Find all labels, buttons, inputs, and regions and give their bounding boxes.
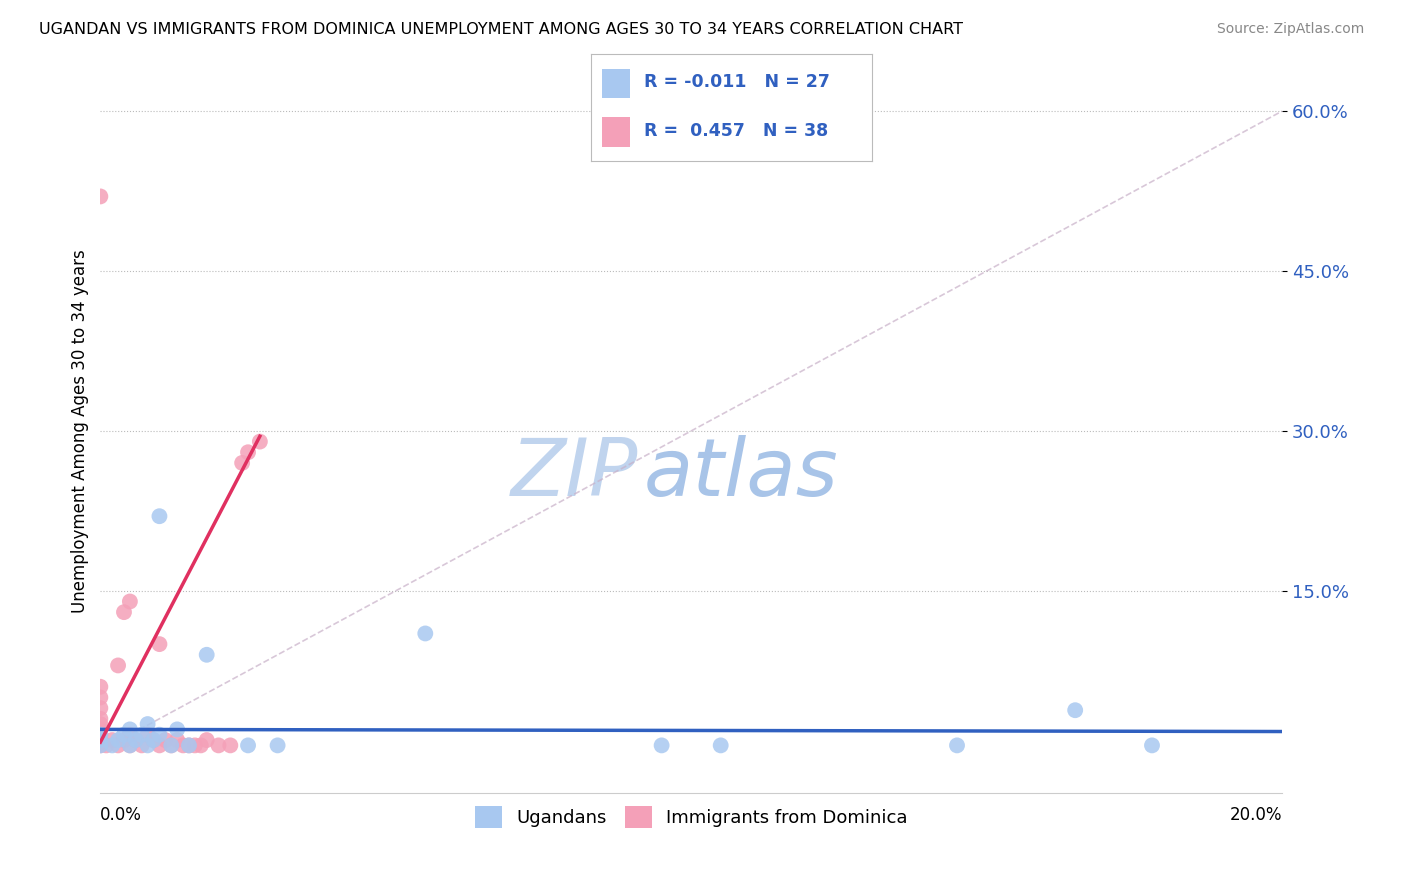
Text: atlas: atlas <box>644 435 838 514</box>
Point <box>148 728 170 742</box>
Point <box>195 733 218 747</box>
Point <box>136 728 159 742</box>
Y-axis label: Unemployment Among Ages 30 to 34 years: Unemployment Among Ages 30 to 34 years <box>72 249 89 613</box>
Point <box>195 648 218 662</box>
Point <box>89 712 111 726</box>
Point <box>112 605 135 619</box>
Point <box>89 723 111 737</box>
Point <box>89 701 111 715</box>
Point <box>184 739 207 753</box>
Point <box>166 733 188 747</box>
Point <box>148 509 170 524</box>
Point <box>89 739 111 753</box>
Point <box>142 733 165 747</box>
Point <box>148 637 170 651</box>
Point <box>89 733 111 747</box>
Point <box>107 658 129 673</box>
Point <box>101 739 124 753</box>
Point <box>207 739 229 753</box>
Point <box>118 594 141 608</box>
Point <box>236 739 259 753</box>
Point <box>236 445 259 459</box>
Point <box>1064 703 1087 717</box>
Point <box>172 739 194 753</box>
Point <box>89 728 111 742</box>
Point <box>89 690 111 705</box>
Point <box>190 739 212 753</box>
Point <box>125 733 148 747</box>
Point <box>136 717 159 731</box>
Point <box>1140 739 1163 753</box>
Point <box>166 723 188 737</box>
Point <box>249 434 271 449</box>
Point <box>101 733 124 747</box>
Point <box>231 456 253 470</box>
Point <box>142 733 165 747</box>
Point <box>710 739 733 753</box>
Point <box>118 739 141 753</box>
Point <box>89 739 111 753</box>
Point <box>112 733 135 747</box>
Text: 20.0%: 20.0% <box>1229 806 1282 824</box>
Point <box>89 189 111 203</box>
Text: UGANDAN VS IMMIGRANTS FROM DOMINICA UNEMPLOYMENT AMONG AGES 30 TO 34 YEARS CORRE: UGANDAN VS IMMIGRANTS FROM DOMINICA UNEM… <box>39 22 963 37</box>
Point <box>112 728 135 742</box>
Point <box>148 739 170 753</box>
Point <box>89 717 111 731</box>
FancyBboxPatch shape <box>602 69 630 98</box>
Point <box>89 680 111 694</box>
Text: ZIP: ZIP <box>510 435 638 514</box>
Point <box>96 739 118 753</box>
Point <box>219 739 242 753</box>
Legend: Ugandans, Immigrants from Dominica: Ugandans, Immigrants from Dominica <box>467 798 915 835</box>
Point <box>651 739 673 753</box>
Point <box>136 739 159 753</box>
Point <box>177 739 200 753</box>
Point <box>946 739 969 753</box>
Text: 0.0%: 0.0% <box>100 806 142 824</box>
Point <box>125 733 148 747</box>
Point <box>118 723 141 737</box>
Point <box>131 728 153 742</box>
Point <box>118 728 141 742</box>
Point <box>413 626 436 640</box>
Point <box>160 739 183 753</box>
Point <box>118 739 141 753</box>
FancyBboxPatch shape <box>602 117 630 146</box>
Text: R =  0.457   N = 38: R = 0.457 N = 38 <box>644 121 828 139</box>
Point <box>89 733 111 747</box>
Point <box>107 739 129 753</box>
Point <box>107 733 129 747</box>
Point <box>160 739 183 753</box>
Point <box>177 739 200 753</box>
Point <box>155 733 177 747</box>
Point <box>266 739 288 753</box>
Text: Source: ZipAtlas.com: Source: ZipAtlas.com <box>1216 22 1364 37</box>
Point <box>89 728 111 742</box>
Point <box>131 739 153 753</box>
Text: R = -0.011   N = 27: R = -0.011 N = 27 <box>644 73 830 91</box>
